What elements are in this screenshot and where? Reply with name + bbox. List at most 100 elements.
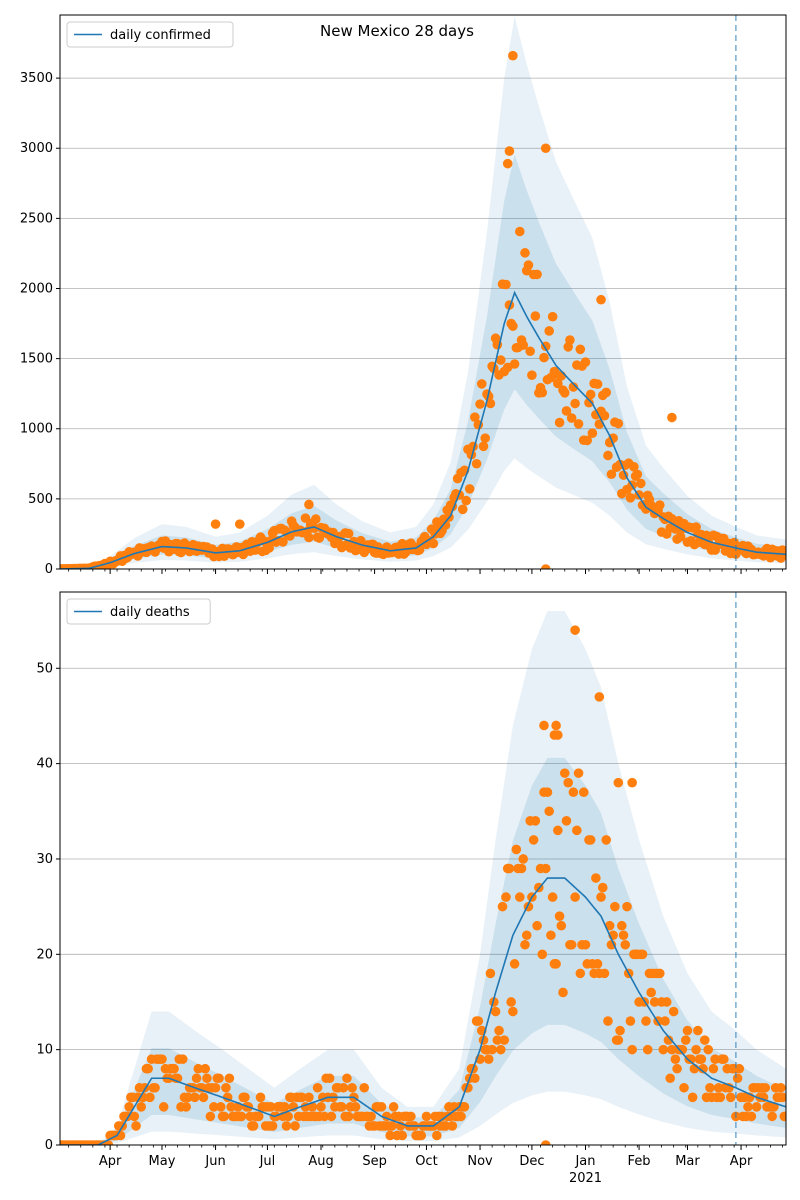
data-point bbox=[627, 1044, 637, 1055]
x-tick-label: Mar bbox=[675, 1154, 700, 1169]
data-point bbox=[343, 528, 354, 539]
axes-frame bbox=[59, 14, 787, 570]
data-point bbox=[663, 1035, 674, 1045]
data-point bbox=[708, 1063, 719, 1074]
data-point bbox=[157, 1054, 167, 1064]
data-point bbox=[181, 1102, 191, 1112]
data-point bbox=[528, 835, 539, 845]
data-point bbox=[266, 1102, 276, 1112]
data-point bbox=[428, 538, 439, 549]
legend: daily confirmed bbox=[66, 21, 234, 48]
data-point bbox=[520, 248, 530, 258]
data-point bbox=[667, 1044, 677, 1055]
data-point bbox=[521, 930, 532, 941]
data-point bbox=[540, 143, 551, 154]
data-point bbox=[559, 387, 570, 398]
data-point bbox=[677, 1044, 688, 1055]
data-point bbox=[314, 533, 325, 543]
data-point bbox=[183, 1092, 193, 1103]
data-point bbox=[221, 1082, 231, 1093]
data-point bbox=[447, 1121, 458, 1131]
data-point bbox=[525, 346, 535, 357]
x-tick-label: Jul bbox=[259, 1154, 276, 1169]
data-point bbox=[385, 1130, 395, 1141]
data-point bbox=[150, 1082, 160, 1093]
data-point bbox=[620, 939, 631, 950]
data-point bbox=[509, 959, 520, 969]
data-point bbox=[366, 1111, 376, 1122]
data-point bbox=[537, 949, 548, 960]
data-point bbox=[432, 1130, 442, 1141]
data-point bbox=[592, 959, 603, 969]
data-point bbox=[473, 1016, 484, 1026]
data-point bbox=[205, 1111, 216, 1122]
data-point bbox=[687, 1092, 698, 1103]
data-point bbox=[476, 379, 487, 389]
data-point bbox=[646, 987, 656, 998]
y-tick-label: 0 bbox=[45, 562, 53, 577]
x-tick-label: Apr bbox=[730, 1154, 753, 1169]
data-point bbox=[464, 484, 475, 494]
data-point bbox=[485, 968, 496, 979]
data-point bbox=[279, 1102, 290, 1112]
data-point bbox=[509, 359, 520, 369]
data-point bbox=[143, 1063, 153, 1074]
x-tick-label: Jun bbox=[204, 1154, 225, 1169]
data-point bbox=[326, 1111, 337, 1122]
data-point bbox=[572, 825, 582, 836]
data-point bbox=[478, 1035, 489, 1045]
data-point bbox=[613, 418, 624, 429]
data-point bbox=[501, 892, 511, 902]
data-point bbox=[625, 493, 636, 503]
data-point bbox=[457, 504, 468, 515]
x-tick-label: Jan bbox=[574, 1154, 595, 1169]
data-point bbox=[551, 959, 561, 969]
data-point bbox=[565, 335, 575, 345]
series-line bbox=[60, 877, 786, 1145]
x-tick-label: Aug bbox=[308, 1154, 333, 1169]
x-tick-label: Oct bbox=[415, 1154, 437, 1169]
data-point bbox=[532, 269, 542, 280]
data-point bbox=[622, 901, 632, 912]
data-point bbox=[578, 787, 589, 798]
data-point bbox=[177, 1054, 188, 1064]
data-point bbox=[347, 1082, 357, 1093]
data-point bbox=[718, 1054, 729, 1064]
data-point bbox=[696, 1054, 707, 1064]
data-point bbox=[570, 398, 580, 409]
data-point bbox=[191, 1073, 202, 1084]
data-point bbox=[136, 1102, 147, 1112]
data-point bbox=[781, 1111, 786, 1122]
data-point bbox=[338, 1082, 349, 1093]
legend: daily deaths bbox=[66, 598, 211, 625]
data-point bbox=[527, 370, 537, 380]
data-point bbox=[540, 564, 551, 569]
data-point bbox=[504, 146, 515, 156]
data-point bbox=[304, 1092, 314, 1103]
chart-daily-deaths: 0 10 20 30 40 50 Apr May Jun Jul Aug Sep Oct Nov Dec Ja… bbox=[36, 591, 787, 1186]
y-tick-label: 2000 bbox=[20, 281, 53, 296]
data-point bbox=[475, 399, 485, 409]
data-point bbox=[734, 1063, 745, 1074]
x-tick-label: Feb bbox=[628, 1154, 651, 1169]
data-point bbox=[743, 1102, 753, 1112]
data-point bbox=[501, 279, 511, 290]
data-point bbox=[198, 1092, 209, 1103]
data-point bbox=[566, 939, 577, 950]
data-point bbox=[596, 892, 606, 902]
data-point bbox=[131, 1121, 141, 1131]
data-point bbox=[660, 1016, 670, 1026]
scatter-points bbox=[60, 625, 786, 1145]
data-point bbox=[616, 920, 627, 931]
data-point bbox=[625, 1016, 636, 1026]
data-point bbox=[495, 355, 506, 365]
data-point bbox=[691, 1044, 701, 1055]
x-tick-label: Dec bbox=[519, 1154, 544, 1169]
x-tick-label: Apr bbox=[99, 1154, 122, 1169]
data-point bbox=[236, 1111, 247, 1122]
data-point bbox=[311, 514, 321, 524]
data-point bbox=[642, 1044, 653, 1055]
data-point bbox=[511, 844, 522, 855]
data-point bbox=[710, 1054, 720, 1064]
data-point bbox=[566, 413, 577, 423]
